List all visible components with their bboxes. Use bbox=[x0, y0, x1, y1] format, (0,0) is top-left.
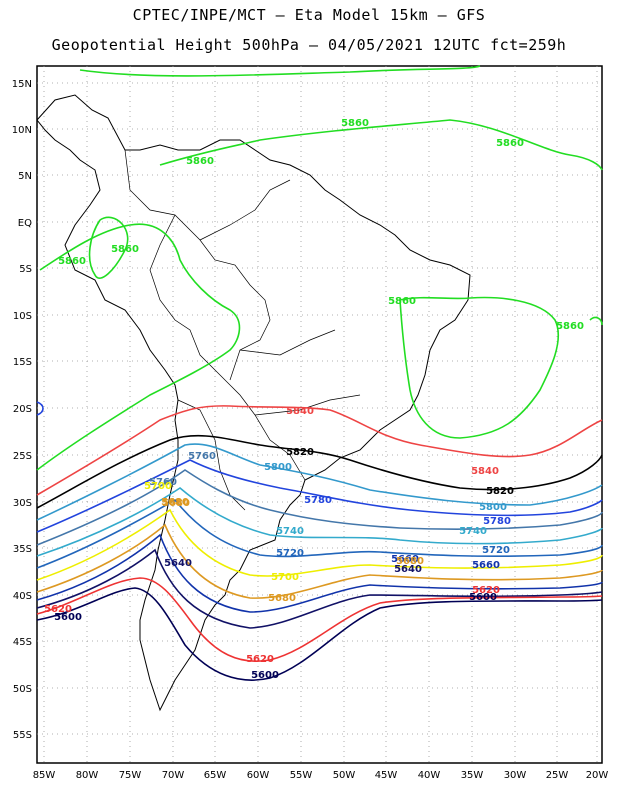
lat-tick-label: 5S bbox=[19, 264, 32, 275]
lon-tick-label: 40W bbox=[418, 770, 441, 781]
lon-tick-label: 45W bbox=[375, 770, 398, 781]
contour-label: 5740 bbox=[276, 526, 304, 537]
contour-label: 5620 bbox=[246, 654, 274, 665]
contour-label: 5720 bbox=[276, 548, 304, 559]
lat-tick-label: 20S bbox=[13, 404, 32, 415]
contour-5760 bbox=[36, 469, 603, 546]
axis-labels: 85W 80W 75W 70W 65W 60W 55W 50W 45W 40W 35W 30W 25W 2… bbox=[12, 79, 609, 781]
contour-label: 5620 bbox=[44, 604, 72, 615]
contour-label: 5660 bbox=[472, 560, 500, 571]
contour-5700 bbox=[36, 508, 603, 581]
lat-tick-label: 15N bbox=[12, 79, 32, 90]
country-borders bbox=[124, 149, 361, 511]
contour-5640 bbox=[36, 548, 603, 629]
contour-5860 bbox=[589, 316, 603, 326]
contour-label: 5860 bbox=[556, 321, 584, 332]
contour-label: 5780 bbox=[304, 495, 332, 506]
contour-5660 bbox=[36, 533, 603, 613]
lat-tick-label: 5N bbox=[18, 171, 32, 182]
contour-edge bbox=[36, 401, 44, 416]
contour-label: 5860 bbox=[58, 256, 86, 267]
contour-label: 5600 bbox=[54, 612, 82, 623]
contour-label: 5860 bbox=[496, 138, 524, 149]
contour-label: 5760 bbox=[188, 451, 216, 462]
lat-tick-label: 55S bbox=[13, 730, 32, 741]
contour-label: 5860 bbox=[341, 118, 369, 129]
lat-tick-label: 15S bbox=[13, 357, 32, 368]
lon-tick-label: 60W bbox=[247, 770, 270, 781]
contour-label: 5660 bbox=[391, 554, 419, 565]
contour-label: 5820 bbox=[286, 447, 314, 458]
lon-tick-label: 30W bbox=[504, 770, 527, 781]
contour-label: 5800 bbox=[479, 502, 507, 513]
contour-5720 bbox=[36, 498, 603, 569]
lat-tick-label: 35S bbox=[13, 544, 32, 555]
map-title: CPTEC/INPE/MCT – Eta Model 15km – GFS bbox=[132, 6, 486, 24]
lat-tick-label: EQ bbox=[18, 218, 32, 229]
lat-tick-label: 10S bbox=[13, 311, 32, 322]
contour-label: 5740 bbox=[459, 526, 487, 537]
lon-tick-label: 70W bbox=[162, 770, 185, 781]
height-contours bbox=[36, 65, 603, 681]
contour-label: 5760 bbox=[149, 477, 177, 488]
lat-tick-label: 10N bbox=[12, 125, 32, 136]
contour-label: 5680 bbox=[161, 497, 189, 508]
contour-label: 5800 bbox=[264, 462, 292, 473]
lon-tick-label: 65W bbox=[204, 770, 227, 781]
contour-label: 5720 bbox=[482, 545, 510, 556]
contour-5620 bbox=[36, 577, 603, 662]
contour-label: 5620 bbox=[472, 585, 500, 596]
lon-tick-label: 25W bbox=[546, 770, 569, 781]
contour-5820 bbox=[36, 434, 603, 509]
contour-label: 5680 bbox=[268, 593, 296, 604]
contour-label: 5780 bbox=[483, 516, 511, 527]
contour-5680 bbox=[36, 523, 603, 599]
lon-tick-label: 50W bbox=[333, 770, 356, 781]
lat-tick-label: 50S bbox=[13, 684, 32, 695]
lat-tick-label: 30S bbox=[13, 498, 32, 509]
lon-tick-label: 85W bbox=[33, 770, 56, 781]
lat-tick-label: 25S bbox=[13, 451, 32, 462]
contour-5860 bbox=[79, 65, 481, 77]
contour-label: 5680 bbox=[162, 498, 190, 509]
contour-label: 5640 bbox=[164, 558, 192, 569]
contour-label: 5860 bbox=[186, 156, 214, 167]
contour-label: 5840 bbox=[471, 466, 499, 477]
contour-label: 5700 bbox=[144, 481, 172, 492]
lon-tick-label: 35W bbox=[461, 770, 484, 781]
contour-5840 bbox=[36, 405, 603, 496]
lat-tick-label: 45S bbox=[13, 637, 32, 648]
contour-label: 5600 bbox=[469, 592, 497, 603]
lon-tick-label: 20W bbox=[586, 770, 609, 781]
contour-label: 5700 bbox=[271, 572, 299, 583]
map-frame bbox=[36, 65, 603, 764]
contour-label: 5640 bbox=[394, 564, 422, 575]
contour-5860 bbox=[88, 216, 129, 279]
contour-5780 bbox=[36, 459, 603, 533]
contour-label: 5840 bbox=[286, 406, 314, 417]
contour-label: 5860 bbox=[111, 244, 139, 255]
lon-tick-label: 55W bbox=[290, 770, 313, 781]
contour-label: 5680 bbox=[396, 556, 424, 567]
map-subtitle: Geopotential Height 500hPa – 04/05/2021 … bbox=[51, 36, 567, 54]
contour-label: 5860 bbox=[388, 296, 416, 307]
lon-tick-label: 75W bbox=[119, 770, 142, 781]
contour-5800 bbox=[36, 443, 603, 521]
south-america-coastline bbox=[36, 94, 471, 712]
contour-5860 bbox=[159, 119, 603, 171]
lat-tick-label: 40S bbox=[13, 591, 32, 602]
contour-5860 bbox=[36, 223, 241, 471]
contour-5600 bbox=[36, 587, 603, 681]
contour-labels: 5860 5860 5860 5860 5860 5860 5860 5840 5840 5820… bbox=[44, 118, 584, 681]
lon-tick-label: 80W bbox=[76, 770, 99, 781]
contour-label: 5820 bbox=[486, 486, 514, 497]
contour-5740 bbox=[36, 486, 603, 557]
contour-label: 5600 bbox=[251, 670, 279, 681]
contour-5860 bbox=[399, 296, 560, 439]
